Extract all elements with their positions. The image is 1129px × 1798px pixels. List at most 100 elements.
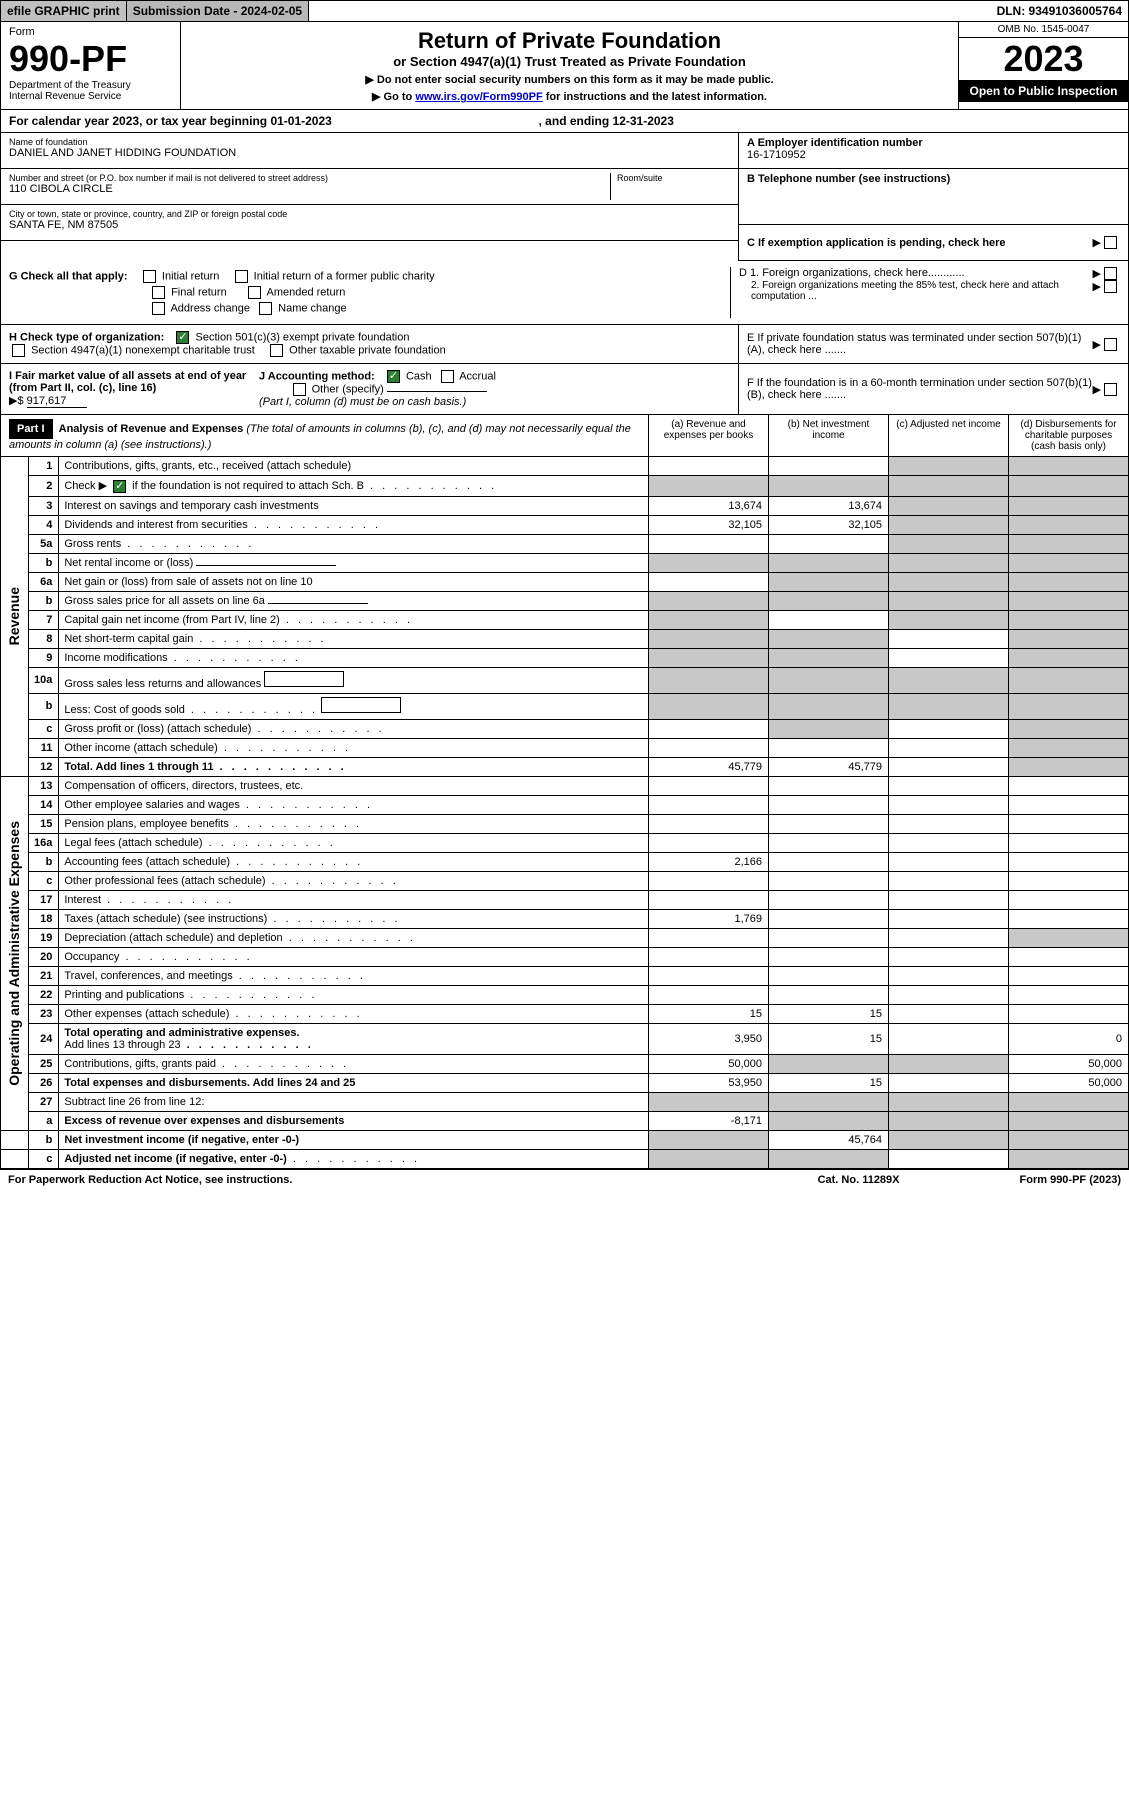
form-word: Form	[9, 26, 172, 38]
row-5a: 5aGross rents	[1, 534, 1129, 553]
h-501c3-checkbox[interactable]	[176, 331, 189, 344]
h-opt2: Section 4947(a)(1) nonexempt charitable …	[31, 344, 255, 356]
footer-right: Form 990-PF (2023)	[1020, 1174, 1121, 1186]
row-27c: cAdjusted net income (if negative, enter…	[1, 1149, 1129, 1168]
i-label: I Fair market value of all assets at end…	[9, 370, 246, 394]
col-b-head: (b) Net investment income	[768, 415, 888, 456]
g-final-checkbox[interactable]	[152, 286, 165, 299]
c-checkbox[interactable]	[1104, 236, 1117, 249]
row-20: 20Occupancy	[1, 947, 1129, 966]
efile-label[interactable]: efile GRAPHIC print	[1, 1, 127, 21]
row-25: 25Contributions, gifts, grants paid50,00…	[1, 1054, 1129, 1073]
row-3: 3Interest on savings and temporary cash …	[1, 496, 1129, 515]
h-label: H Check type of organization:	[9, 331, 164, 343]
form-title-row: Form 990-PF Department of the Treasury I…	[0, 22, 1129, 110]
row-26: 26Total expenses and disbursements. Add …	[1, 1073, 1129, 1092]
h-other-checkbox[interactable]	[270, 344, 283, 357]
row-10b: bLess: Cost of goods sold	[1, 693, 1129, 719]
open-public: Open to Public Inspection	[959, 80, 1128, 102]
f-checkbox[interactable]	[1104, 383, 1117, 396]
ij-row: I Fair market value of all assets at end…	[0, 364, 1129, 415]
form-title: Return of Private Foundation	[187, 28, 952, 54]
r2-checkbox[interactable]	[113, 480, 126, 493]
row-10c: cGross profit or (loss) (attach schedule…	[1, 719, 1129, 738]
col-c-head: (c) Adjusted net income	[888, 415, 1008, 456]
j-other: Other (specify)	[312, 383, 384, 395]
row-19: 19Depreciation (attach schedule) and dep…	[1, 928, 1129, 947]
room-label: Room/suite	[617, 173, 730, 183]
form-left: Form 990-PF Department of the Treasury I…	[1, 22, 181, 109]
omb: OMB No. 1545-0047	[959, 22, 1128, 38]
header-bar: efile GRAPHIC print Submission Date - 20…	[0, 0, 1129, 22]
submission-date: Submission Date - 2024-02-05	[127, 1, 309, 21]
g-opt4: Address change	[170, 302, 250, 314]
j-accrual-checkbox[interactable]	[441, 370, 454, 383]
c-label: C If exemption application is pending, c…	[747, 237, 1093, 249]
j-accrual: Accrual	[459, 370, 496, 382]
e-label: E If private foundation status was termi…	[747, 332, 1093, 356]
j-label: J Accounting method:	[259, 370, 375, 382]
g-label: G Check all that apply:	[9, 270, 128, 282]
row-21: 21Travel, conferences, and meetings	[1, 966, 1129, 985]
g-opt5: Name change	[278, 302, 347, 314]
row-6a: 6aNet gain or (loss) from sale of assets…	[1, 572, 1129, 591]
row-22: 22Printing and publications	[1, 985, 1129, 1004]
row-5b: bNet rental income or (loss)	[1, 553, 1129, 572]
ein: 16-1710952	[747, 149, 1120, 161]
foundation-name: DANIEL AND JANET HIDDING FOUNDATION	[9, 147, 730, 159]
row-18: 18Taxes (attach schedule) (see instructi…	[1, 909, 1129, 928]
city-label: City or town, state or province, country…	[9, 209, 730, 219]
h-opt3: Other taxable private foundation	[289, 344, 446, 356]
j-cash-checkbox[interactable]	[387, 370, 400, 383]
h-opt1: Section 501(c)(3) exempt private foundat…	[195, 331, 409, 343]
i-val: 917,617	[27, 395, 87, 408]
f-label: F If the foundation is in a 60-month ter…	[747, 377, 1093, 401]
name-label: Name of foundation	[9, 137, 730, 147]
row-8: 8Net short-term capital gain	[1, 629, 1129, 648]
part1-label: Part I	[9, 419, 53, 439]
city-box: City or town, state or province, country…	[1, 205, 738, 241]
d1-checkbox[interactable]	[1104, 267, 1117, 280]
form-number: 990-PF	[9, 38, 172, 80]
main-table: Revenue 1Contributions, gifts, grants, e…	[0, 457, 1129, 1169]
row-24: 24Total operating and administrative exp…	[1, 1023, 1129, 1054]
g-addrchg-checkbox[interactable]	[152, 302, 165, 315]
dept1: Department of the Treasury	[9, 80, 172, 91]
side-expenses: Operating and Administrative Expenses	[1, 776, 29, 1130]
form-right: OMB No. 1545-0047 2023 Open to Public In…	[958, 22, 1128, 109]
g-initial-former-checkbox[interactable]	[235, 270, 248, 283]
info-grid: Name of foundation DANIEL AND JANET HIDD…	[0, 133, 1129, 261]
g-opt1: Initial return of a former public charit…	[254, 270, 435, 282]
row-13: Operating and Administrative Expenses 13…	[1, 776, 1129, 795]
subtitle1: or Section 4947(a)(1) Trust Treated as P…	[187, 54, 952, 69]
j-other-checkbox[interactable]	[293, 383, 306, 396]
row-9: 9Income modifications	[1, 648, 1129, 667]
d2-checkbox[interactable]	[1104, 280, 1117, 293]
col-d-head: (d) Disbursements for charitable purpose…	[1008, 415, 1128, 456]
row-27a: aExcess of revenue over expenses and dis…	[1, 1111, 1129, 1130]
g-amended-checkbox[interactable]	[248, 286, 261, 299]
g-opt2: Final return	[171, 286, 227, 298]
subtitle2b-row: ▶ Go to www.irs.gov/Form990PF for instru…	[187, 90, 952, 103]
e-checkbox[interactable]	[1104, 338, 1117, 351]
row-6b: bGross sales price for all assets on lin…	[1, 591, 1129, 610]
h-row: H Check type of organization: Section 50…	[0, 325, 1129, 364]
calendar-year-row: For calendar year 2023, or tax year begi…	[0, 110, 1129, 133]
part1-title: Analysis of Revenue and Expenses	[59, 423, 244, 435]
g-initial-checkbox[interactable]	[143, 270, 156, 283]
g-namechg-checkbox[interactable]	[259, 302, 272, 315]
addr-box: Number and street (or P.O. box number if…	[1, 169, 738, 205]
subtitle2a: ▶ Do not enter social security numbers o…	[187, 73, 952, 86]
irs-link[interactable]: www.irs.gov/Form990PF	[415, 91, 542, 103]
d1-label: D 1. Foreign organizations, check here..…	[739, 267, 1093, 280]
h-4947-checkbox[interactable]	[12, 344, 25, 357]
g-section: G Check all that apply: Initial return I…	[0, 261, 1129, 325]
j-note: (Part I, column (d) must be on cash basi…	[259, 396, 466, 408]
row-23: 23Other expenses (attach schedule)1515	[1, 1004, 1129, 1023]
dept2: Internal Revenue Service	[9, 91, 172, 102]
row-1: Revenue 1Contributions, gifts, grants, e…	[1, 457, 1129, 476]
address: 110 CIBOLA CIRCLE	[9, 183, 610, 195]
addr-label: Number and street (or P.O. box number if…	[9, 173, 610, 183]
footer-mid: Cat. No. 11289X	[818, 1174, 900, 1186]
form-center: Return of Private Foundation or Section …	[181, 22, 958, 109]
